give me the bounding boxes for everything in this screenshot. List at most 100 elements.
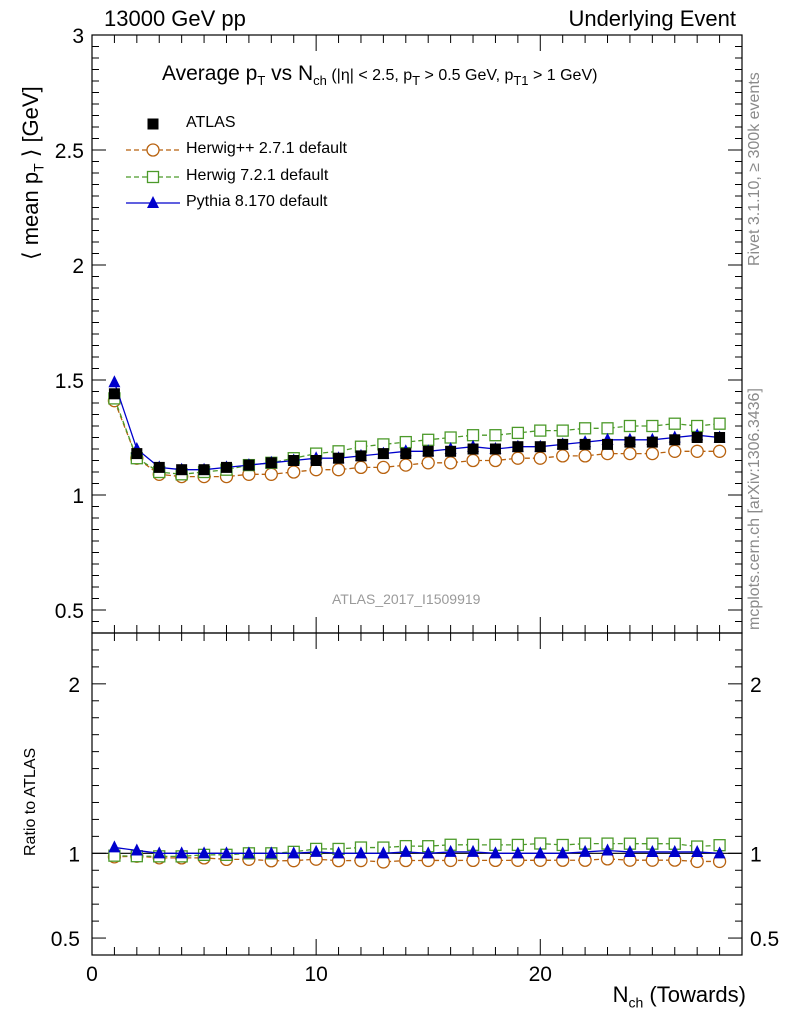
point-atlas xyxy=(445,445,457,457)
point-herwig-2-7-1-default xyxy=(511,451,525,465)
point-herwig-7-2-1-default xyxy=(646,419,659,433)
ratio-tick-label-right: 2 xyxy=(750,674,762,697)
point-atlas xyxy=(198,464,210,476)
ratio-point-pythia-8-170-default xyxy=(467,844,480,857)
point-herwig-7-2-1-default xyxy=(601,422,614,435)
ratio-point-pythia-8-170-default xyxy=(130,843,143,856)
point-herwig-2-7-1-default xyxy=(712,444,727,458)
point-atlas xyxy=(220,461,232,473)
point-atlas xyxy=(714,432,726,443)
ratio-point-pythia-8-170-default xyxy=(377,846,390,859)
ratio-point-pythia-8-170-default xyxy=(601,843,614,856)
point-herwig-7-2-1-default xyxy=(422,433,435,446)
y-tick-label: 1 xyxy=(72,485,84,508)
y-axis-label: ⟨ mean pT ⟩ [GeV] xyxy=(18,86,47,260)
point-atlas xyxy=(467,443,479,455)
point-atlas xyxy=(265,457,277,469)
plot-title: Average pT vs Nch (|η| < 2.5, pT > 0.5 G… xyxy=(162,62,598,89)
point-atlas xyxy=(310,455,322,466)
point-herwig-2-7-1-default xyxy=(287,465,301,479)
ratio-series-layer xyxy=(92,837,742,869)
point-herwig-7-2-1-default xyxy=(489,429,502,442)
ratio-point-pythia-8-170-default xyxy=(668,844,681,857)
ratio-tick-label-left: 2 xyxy=(68,674,80,697)
point-herwig-2-7-1-default xyxy=(466,453,480,468)
ratio-point-pythia-8-170-default xyxy=(354,846,367,859)
point-atlas xyxy=(377,448,389,460)
mcplots-reference: mcplots.cern.ch [arXiv:1306.3436] xyxy=(746,388,763,630)
x-tick-label: 10 xyxy=(304,963,327,986)
series-line-herwig-2-7-1-default xyxy=(113,400,720,478)
point-atlas xyxy=(557,438,569,450)
point-herwig-7-2-1-default xyxy=(578,422,592,435)
legend-label-herwig7: Herwig 7.2.1 default xyxy=(186,167,329,184)
rivet-version-note: Rivet 3.1.10, ≥ 300k events xyxy=(746,72,763,266)
y-tick-label: 2.5 xyxy=(55,140,84,163)
ratio-plot-frame: 0 10 20 0.5 0.5 1 1 2 2 xyxy=(51,632,779,986)
point-herwig-7-2-1-default xyxy=(556,424,569,437)
point-herwig-7-2-1-default xyxy=(713,417,726,430)
point-herwig-2-7-1-default xyxy=(623,446,637,461)
point-atlas xyxy=(534,441,546,453)
header-left: 13000 GeV pp xyxy=(104,6,246,31)
point-herwig-7-2-1-default xyxy=(444,431,457,444)
ratio-frame xyxy=(91,632,743,956)
ratio-point-pythia-8-170-default xyxy=(444,844,457,857)
point-atlas xyxy=(669,434,681,446)
ratio-point-pythia-8-170-default xyxy=(310,844,323,857)
analysis-id: ATLAS_2017_I1509919 xyxy=(332,591,481,607)
point-atlas xyxy=(489,443,501,455)
ratio-point-pythia-8-170-default xyxy=(556,846,569,859)
point-atlas xyxy=(602,438,614,450)
point-atlas xyxy=(153,461,165,473)
legend-marker xyxy=(146,143,160,157)
ratio-point-pythia-8-170-default xyxy=(489,846,502,859)
point-atlas xyxy=(579,438,591,450)
point-herwig-2-7-1-default xyxy=(421,456,435,470)
point-herwig-2-7-1-default xyxy=(578,449,592,463)
point-atlas xyxy=(176,464,188,476)
y-tick-label: 3 xyxy=(72,25,84,48)
point-pythia-8-170-default xyxy=(108,375,121,388)
point-atlas xyxy=(400,448,412,460)
ratio-point-pythia-8-170-default xyxy=(220,846,233,859)
ratio-point-pythia-8-170-default xyxy=(422,846,435,859)
legend-label-atlas: ATLAS xyxy=(186,114,236,131)
series-line-herwig-7-2-1-default xyxy=(113,398,720,475)
ratio-point-pythia-8-170-default xyxy=(332,846,345,859)
y-tick-label: 0.5 xyxy=(55,600,84,623)
point-herwig-2-7-1-default xyxy=(556,449,570,463)
point-herwig-7-2-1-default xyxy=(623,419,637,433)
ratio-point-pythia-8-170-default xyxy=(646,844,659,857)
legend-markers xyxy=(126,118,180,208)
point-herwig-2-7-1-default xyxy=(668,444,682,458)
ratio-tick-label-left: 1 xyxy=(68,843,80,866)
point-herwig-2-7-1-default xyxy=(488,453,503,468)
ratio-point-pythia-8-170-default xyxy=(108,840,121,853)
point-atlas xyxy=(355,450,367,462)
x-axis-label: Nch (Towards) xyxy=(612,982,746,1011)
ratio-point-pythia-8-170-default xyxy=(623,844,636,857)
ratio-point-pythia-8-170-default xyxy=(265,846,278,859)
point-herwig-2-7-1-default xyxy=(376,460,391,475)
point-herwig-2-7-1-default xyxy=(533,451,547,465)
ratio-point-pythia-8-170-default xyxy=(713,846,726,859)
ratio-point-pythia-8-170-default xyxy=(534,846,547,859)
ratio-tick-label-left: 0.5 xyxy=(51,928,80,951)
ratio-line-herwig-2-7-1-default xyxy=(114,855,720,863)
legend-marker xyxy=(146,170,160,184)
legend-marker xyxy=(147,196,159,208)
main-plot-frame: 0.5 1 1.5 2 2.5 3 xyxy=(55,25,743,634)
header-right: Underlying Event xyxy=(568,6,736,31)
series-layer xyxy=(107,375,727,484)
point-herwig-2-7-1-default xyxy=(645,446,659,461)
x-tick-label: 0 xyxy=(86,963,98,986)
point-atlas xyxy=(422,445,434,457)
ratio-point-pythia-8-170-default xyxy=(287,846,300,859)
ratio-y-axis-label: Ratio to ATLAS xyxy=(22,747,39,856)
ratio-tick-label-right: 0.5 xyxy=(750,928,779,951)
point-atlas xyxy=(333,452,345,464)
legend-marker xyxy=(147,118,159,130)
ratio-point-pythia-8-170-default xyxy=(691,844,704,857)
